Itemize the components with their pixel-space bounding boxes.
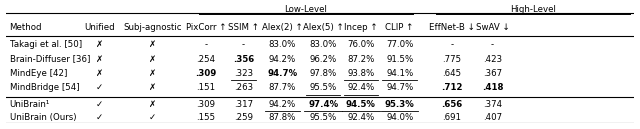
- Text: 94.7%: 94.7%: [386, 83, 413, 92]
- Text: .645: .645: [442, 69, 461, 78]
- Text: .151: .151: [196, 83, 216, 92]
- Text: .254: .254: [196, 55, 216, 64]
- Text: .155: .155: [196, 113, 216, 122]
- Text: 94.0%: 94.0%: [386, 113, 413, 122]
- Text: ✗: ✗: [95, 40, 103, 49]
- Text: 87.2%: 87.2%: [347, 55, 374, 64]
- Text: .323: .323: [234, 69, 253, 78]
- Text: ✓: ✓: [149, 113, 156, 122]
- Text: -: -: [204, 40, 207, 49]
- Text: 94.2%: 94.2%: [269, 100, 296, 109]
- Text: 95.3%: 95.3%: [385, 100, 415, 109]
- Text: .374: .374: [483, 100, 502, 109]
- Text: Alex(5) ↑: Alex(5) ↑: [303, 23, 344, 32]
- Text: Incep ↑: Incep ↑: [344, 23, 378, 32]
- Text: ✗: ✗: [149, 100, 156, 109]
- Text: 97.8%: 97.8%: [310, 69, 337, 78]
- Text: 94.2%: 94.2%: [269, 55, 296, 64]
- Text: ✗: ✗: [149, 40, 156, 49]
- Text: ✗: ✗: [149, 83, 156, 92]
- Text: 87.7%: 87.7%: [269, 83, 296, 92]
- Text: ✗: ✗: [95, 55, 103, 64]
- Text: UniBrain (Ours): UniBrain (Ours): [10, 113, 76, 122]
- Text: .259: .259: [234, 113, 253, 122]
- Text: MindBridge [54]: MindBridge [54]: [10, 83, 79, 92]
- Text: ✗: ✗: [149, 55, 156, 64]
- Text: .309: .309: [195, 69, 216, 78]
- Text: 83.0%: 83.0%: [310, 40, 337, 49]
- Text: 87.8%: 87.8%: [269, 113, 296, 122]
- Text: ✗: ✗: [95, 69, 103, 78]
- Text: .775: .775: [442, 55, 461, 64]
- Text: 94.7%: 94.7%: [268, 69, 298, 78]
- Text: -: -: [491, 40, 494, 49]
- Text: SSIM ↑: SSIM ↑: [228, 23, 259, 32]
- Text: .317: .317: [234, 100, 253, 109]
- Text: Unified: Unified: [84, 23, 115, 32]
- Text: Low-Level: Low-Level: [284, 5, 327, 14]
- Text: .423: .423: [483, 55, 502, 64]
- Text: ✓: ✓: [95, 113, 103, 122]
- Text: .418: .418: [482, 83, 503, 92]
- Text: 77.0%: 77.0%: [386, 40, 413, 49]
- Text: MindEye [42]: MindEye [42]: [10, 69, 67, 78]
- Text: Method: Method: [10, 23, 42, 32]
- Text: 97.4%: 97.4%: [308, 100, 338, 109]
- Text: .656: .656: [441, 100, 462, 109]
- Text: -: -: [450, 40, 453, 49]
- Text: ✗: ✗: [149, 69, 156, 78]
- Text: Subj-agnostic: Subj-agnostic: [124, 23, 182, 32]
- Text: 96.2%: 96.2%: [310, 55, 337, 64]
- Text: 93.8%: 93.8%: [347, 69, 374, 78]
- Text: 92.4%: 92.4%: [347, 83, 374, 92]
- Text: EffNet-B ↓: EffNet-B ↓: [429, 23, 475, 32]
- Text: .356: .356: [233, 55, 254, 64]
- Text: 83.0%: 83.0%: [269, 40, 296, 49]
- Text: .712: .712: [441, 83, 463, 92]
- Text: 94.5%: 94.5%: [346, 100, 376, 109]
- Text: SwAV ↓: SwAV ↓: [476, 23, 509, 32]
- Text: 94.1%: 94.1%: [386, 69, 413, 78]
- Text: -: -: [242, 40, 245, 49]
- Text: 91.5%: 91.5%: [386, 55, 413, 64]
- Text: Takagi et al. [50]: Takagi et al. [50]: [10, 40, 82, 49]
- Text: 76.0%: 76.0%: [347, 40, 374, 49]
- Text: ✓: ✓: [95, 83, 103, 92]
- Text: 95.5%: 95.5%: [310, 83, 337, 92]
- Text: ✓: ✓: [95, 100, 103, 109]
- Text: 92.4%: 92.4%: [347, 113, 374, 122]
- Text: Brain-Diffuser [36]: Brain-Diffuser [36]: [10, 55, 90, 64]
- Text: High-Level: High-Level: [510, 5, 556, 14]
- Text: .407: .407: [483, 113, 502, 122]
- Text: .367: .367: [483, 69, 502, 78]
- Text: Alex(2) ↑: Alex(2) ↑: [262, 23, 303, 32]
- Text: .691: .691: [442, 113, 461, 122]
- Text: PixCorr ↑: PixCorr ↑: [186, 23, 226, 32]
- Text: .263: .263: [234, 83, 253, 92]
- Text: .309: .309: [196, 100, 215, 109]
- Text: 95.5%: 95.5%: [310, 113, 337, 122]
- Text: CLIP ↑: CLIP ↑: [385, 23, 414, 32]
- Text: UniBrain¹: UniBrain¹: [10, 100, 50, 109]
